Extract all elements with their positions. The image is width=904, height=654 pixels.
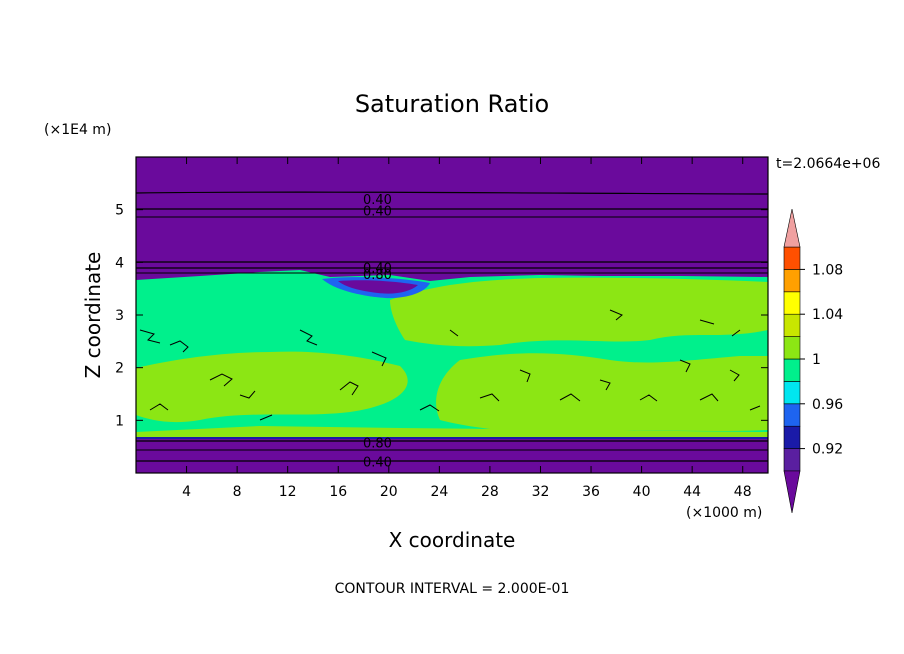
y-axis-label: Z coordinate [81,252,105,379]
contour-line-upper-1 [136,191,768,195]
colorbar-tick-label: 1 [812,352,821,368]
colorbar-tick-label: 0.92 [812,442,843,458]
contour-label: 0.80 [363,436,392,451]
contour-label: 0.40 [363,193,392,208]
y-tick-label: 5 [115,203,124,219]
x-tick-label: 20 [380,484,398,500]
x-axis-unit: (×1000 m) [686,505,762,521]
x-tick-label: 28 [481,484,499,500]
colorbar-swatch [783,246,801,270]
contour-label: 0.40 [363,262,392,277]
supersaturated-region [136,277,768,437]
y-axis-ticks: 1 2 3 4 5 [115,203,768,429]
contour-labels: 0.400.400.400.800.800.40 [363,193,392,470]
contour-label: 0.40 [363,455,392,470]
contour-label: 0.40 [363,205,392,220]
x-axis-ticks: 4 8 12 16 20 24 28 32 36 40 44 48 [182,157,752,500]
contour-line-mid-3 [136,272,768,274]
x-tick-label: 40 [633,484,651,500]
x-tick-label: 16 [329,484,347,500]
x-tick-label: 48 [734,484,752,500]
x-tick-label: 32 [532,484,550,500]
colorbar-swatch [783,291,801,315]
colorbar-tick-label: 1.08 [812,262,843,278]
colorbar-under-arrow [783,470,801,514]
x-tick-label: 44 [683,484,701,500]
colorbar-swatch [783,358,801,382]
plot-area: 0.400.400.400.800.800.40 [136,157,768,473]
colorbar-over-arrow [783,208,801,248]
colorbar-swatch [783,403,801,427]
y-tick-label: 1 [115,413,124,429]
contour-interval-label: CONTOUR INTERVAL = 2.000E-01 [335,581,570,597]
colorbar: 0.92 0.96 1 1.04 1.08 [783,208,843,514]
x-tick-label: 24 [430,484,448,500]
colorbar-swatch [783,381,801,405]
subsaturated-anomaly-core [338,280,418,294]
y-tick-label: 3 [115,308,124,324]
colorbar-swatch [783,313,801,337]
contour-label: 0.80 [363,268,392,283]
time-label: t=2.0664e+06 [776,156,880,172]
colorbar-swatch [783,425,801,449]
colorbar-swatch [783,448,801,472]
upper-dry-region [136,157,768,283]
contour-line-lower-3 [136,460,768,462]
x-tick-label: 36 [582,484,600,500]
x-tick-label: 4 [182,484,191,500]
x-tick-label: 8 [233,484,242,500]
colorbar-tick-label: 1.04 [812,307,843,323]
x-tick-label: 12 [279,484,297,500]
contour-line-lower-2 [136,449,768,451]
turbulent-contour-texture [139,309,761,421]
chart-title: Saturation Ratio [355,90,549,118]
colorbar-swatch [783,336,801,360]
x-axis-label: X coordinate [389,528,516,552]
colorbar-swatch [783,269,801,293]
y-tick-label: 4 [115,255,124,271]
colorbar-tick-label: 0.96 [812,397,843,413]
lower-dry-region [136,437,768,473]
y-axis-unit: (×1E4 m) [44,122,111,138]
y-tick-label: 2 [115,361,124,377]
